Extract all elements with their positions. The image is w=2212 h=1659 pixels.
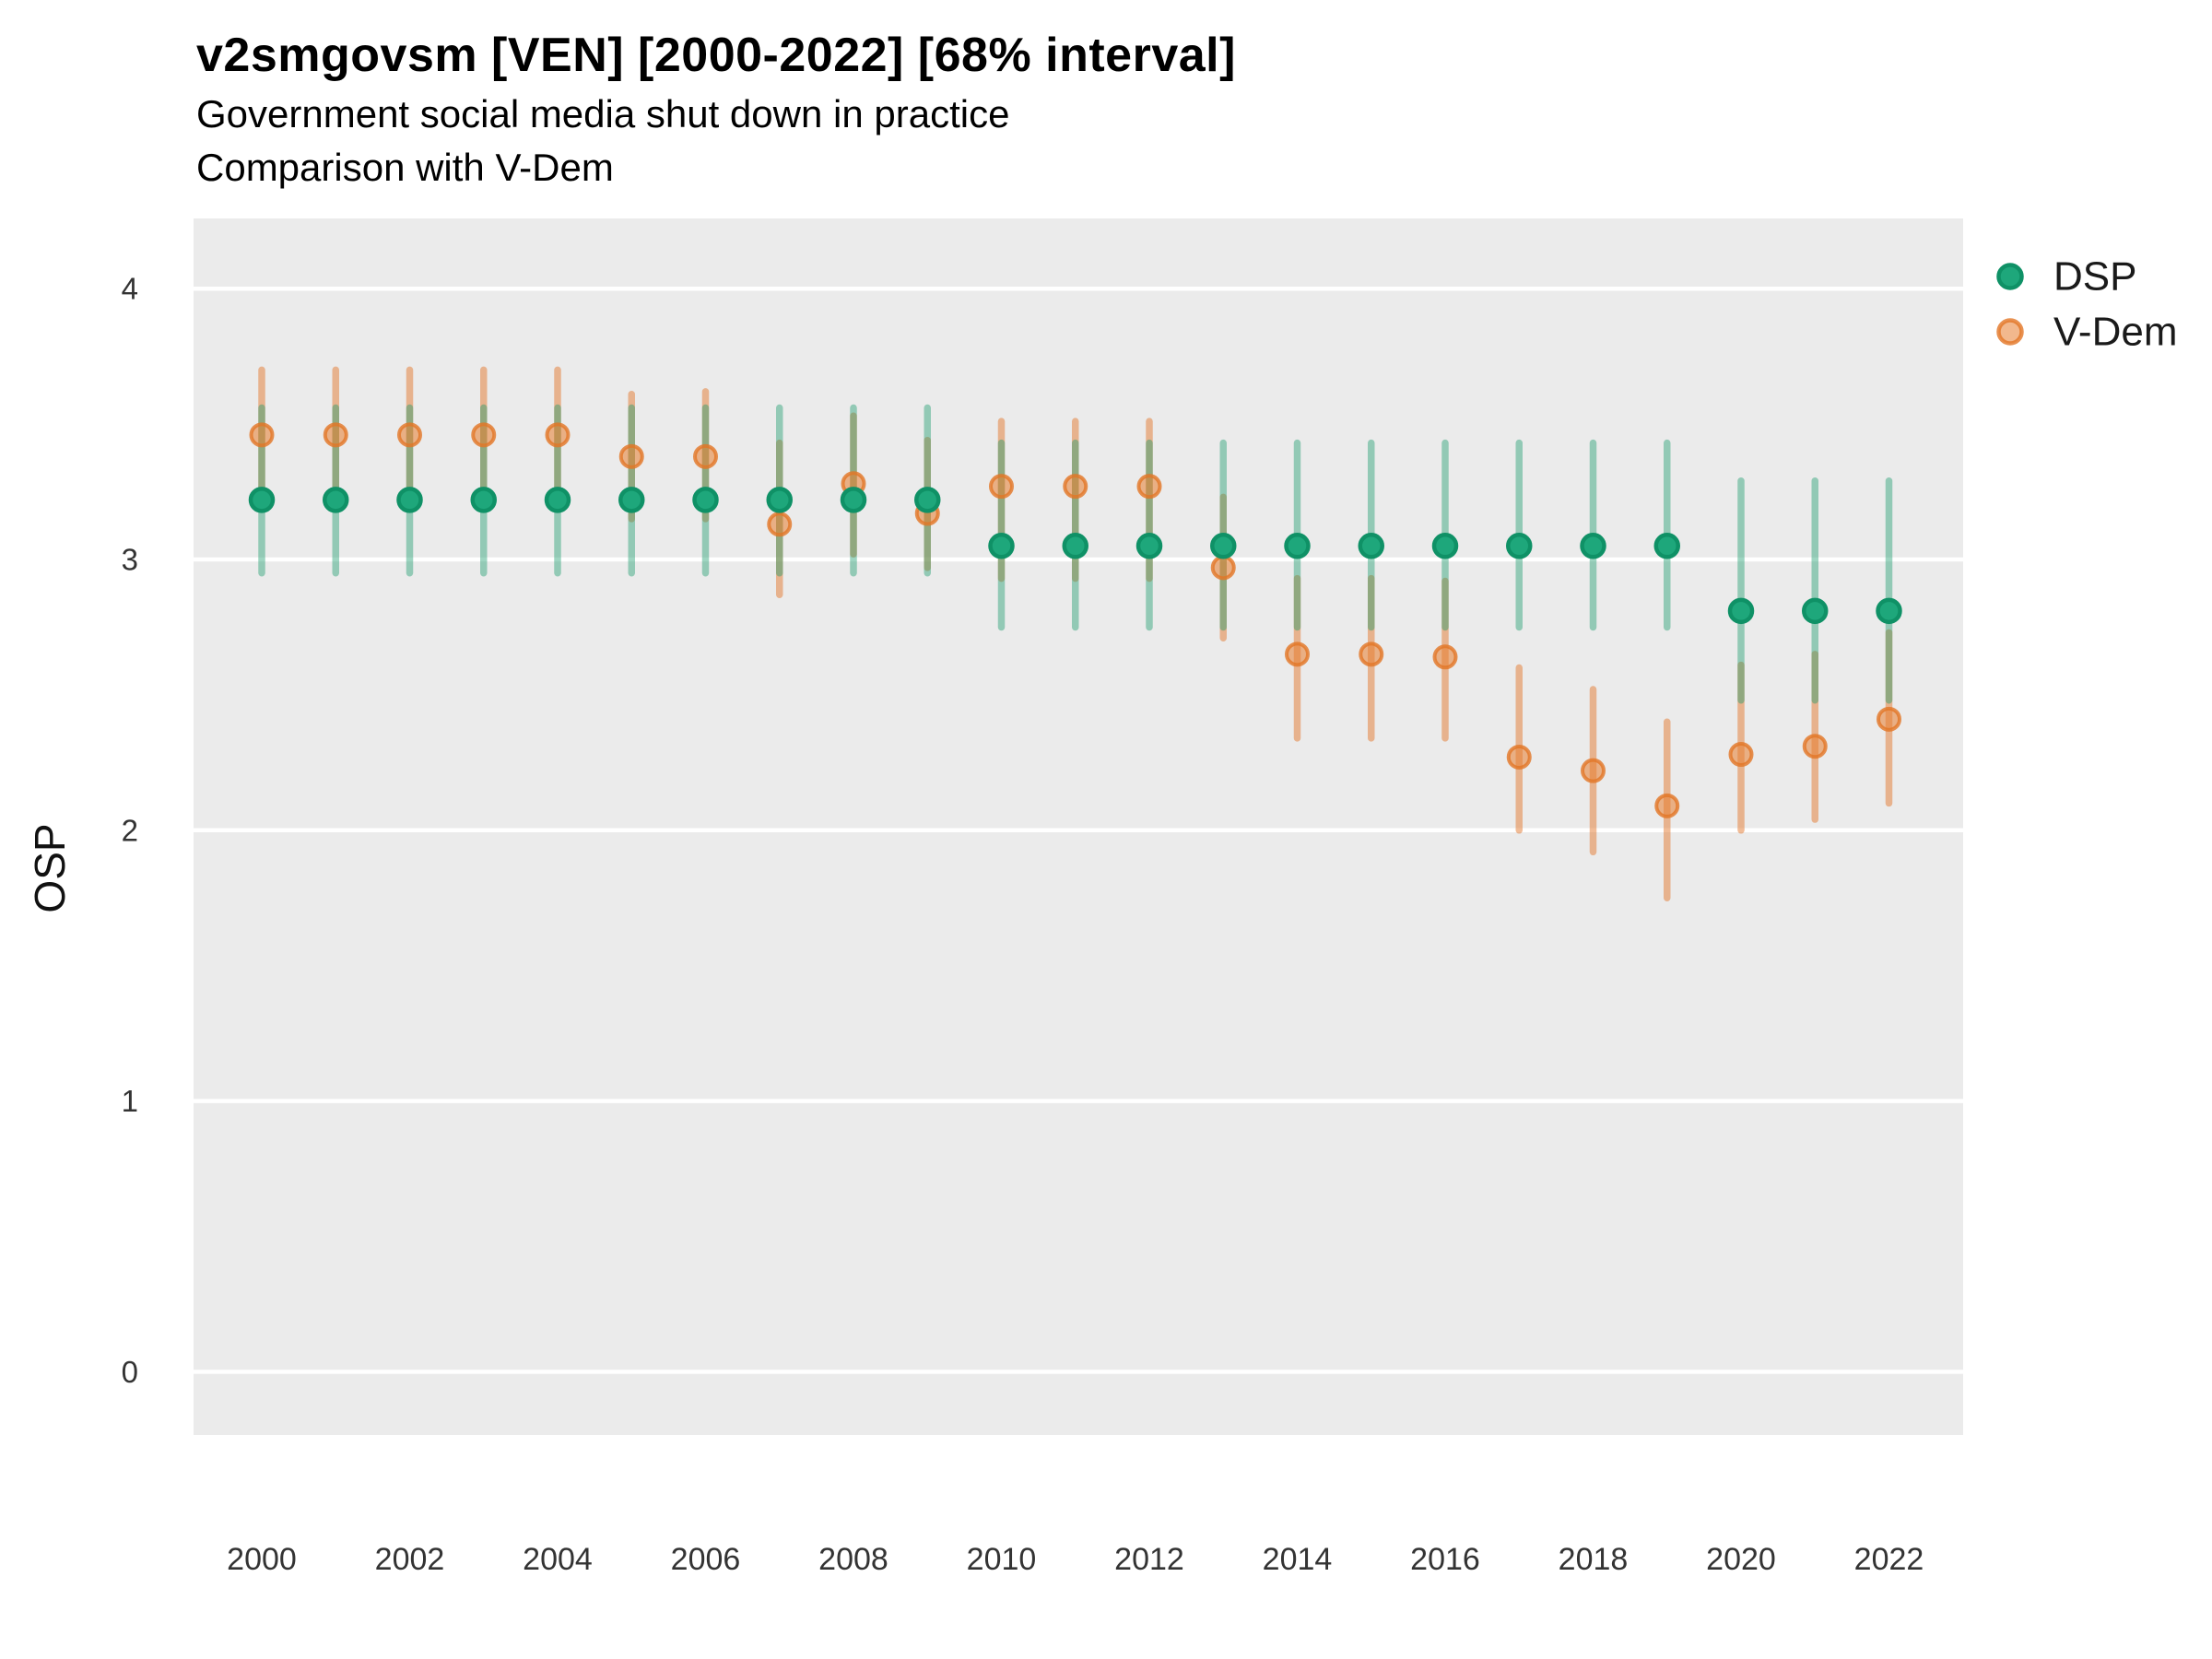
point-vdem-2006 xyxy=(693,443,718,469)
chart-comparison-note: Comparison with V-Dem xyxy=(196,146,614,189)
plot-panel xyxy=(194,218,1963,1435)
point-vdem-2010 xyxy=(989,474,1014,500)
point-dsp-2014 xyxy=(1284,533,1311,559)
point-dsp-2011 xyxy=(1062,533,1088,559)
point-dsp-2017 xyxy=(1506,533,1533,559)
point-vdem-2012 xyxy=(1136,474,1162,500)
point-vdem-2020 xyxy=(1728,742,1754,768)
y-tick-label-1: 1 xyxy=(122,1084,138,1118)
point-dsp-2006 xyxy=(692,487,719,513)
legend-label-dsp: DSP xyxy=(2053,254,2136,300)
point-dsp-2022 xyxy=(1876,597,1902,625)
chart-subtitle: Government social media shut down in pra… xyxy=(196,92,1010,135)
point-vdem-2011 xyxy=(1063,474,1088,500)
legend-key-dsp xyxy=(1996,263,2024,290)
x-tick-label-2002: 2002 xyxy=(375,1542,445,1577)
point-vdem-2003 xyxy=(471,422,497,448)
point-vdem-2018 xyxy=(1581,758,1606,783)
point-vdem-2014 xyxy=(1285,641,1310,667)
x-tick-label-2008: 2008 xyxy=(818,1542,888,1577)
point-vdem-2021 xyxy=(1802,734,1828,759)
x-tick-label-2012: 2012 xyxy=(1114,1542,1184,1577)
x-tick-label-2004: 2004 xyxy=(523,1542,593,1577)
point-vdem-2002 xyxy=(397,422,422,448)
x-tick-label-2000: 2000 xyxy=(227,1542,297,1577)
point-dsp-2020 xyxy=(1727,597,1755,625)
point-vdem-2015 xyxy=(1359,641,1384,667)
legend-label-vdem: V-Dem xyxy=(2053,310,2177,355)
x-tick-label-2006: 2006 xyxy=(671,1542,741,1577)
point-dsp-2004 xyxy=(544,487,571,513)
point-dsp-2018 xyxy=(1580,533,1606,559)
point-dsp-2009 xyxy=(914,487,941,513)
point-vdem-2001 xyxy=(323,422,348,448)
point-dsp-2015 xyxy=(1358,533,1384,559)
y-tick-label-4: 4 xyxy=(122,272,138,306)
point-dsp-2016 xyxy=(1431,533,1459,559)
point-dsp-2019 xyxy=(1653,533,1680,559)
y-tick-label-0: 0 xyxy=(122,1355,138,1389)
x-tick-label-2018: 2018 xyxy=(1559,1542,1629,1577)
point-dsp-2010 xyxy=(988,533,1015,559)
point-dsp-2008 xyxy=(840,487,867,513)
x-tick-label-2010: 2010 xyxy=(967,1542,1037,1577)
point-dsp-2007 xyxy=(766,487,793,513)
chart-title: v2smgovsm [VEN] [2000-2022] [68% interva… xyxy=(196,29,1236,82)
point-dsp-2000 xyxy=(248,487,276,513)
point-dsp-2021 xyxy=(1802,597,1829,625)
point-vdem-2016 xyxy=(1432,644,1458,670)
y-tick-label-3: 3 xyxy=(122,543,138,577)
legend-key-vdem xyxy=(1996,318,2024,346)
point-vdem-2022 xyxy=(1877,706,1901,732)
point-vdem-2017 xyxy=(1506,744,1532,770)
point-dsp-2002 xyxy=(396,487,423,513)
x-tick-label-2022: 2022 xyxy=(1854,1542,1924,1577)
y-tick-label-2: 2 xyxy=(122,813,138,847)
point-dsp-2005 xyxy=(618,487,645,513)
x-tick-label-2020: 2020 xyxy=(1706,1542,1776,1577)
point-vdem-2013 xyxy=(1210,555,1236,581)
x-tick-label-2014: 2014 xyxy=(1263,1542,1333,1577)
point-vdem-2019 xyxy=(1654,793,1680,818)
point-vdem-2000 xyxy=(249,422,275,448)
point-dsp-2003 xyxy=(470,487,497,513)
point-vdem-2007 xyxy=(767,512,793,537)
point-dsp-2001 xyxy=(323,487,349,513)
point-vdem-2005 xyxy=(618,443,644,469)
point-dsp-2013 xyxy=(1210,533,1237,559)
point-vdem-2004 xyxy=(545,422,571,448)
point-dsp-2012 xyxy=(1135,533,1163,559)
x-tick-label-2016: 2016 xyxy=(1410,1542,1480,1577)
